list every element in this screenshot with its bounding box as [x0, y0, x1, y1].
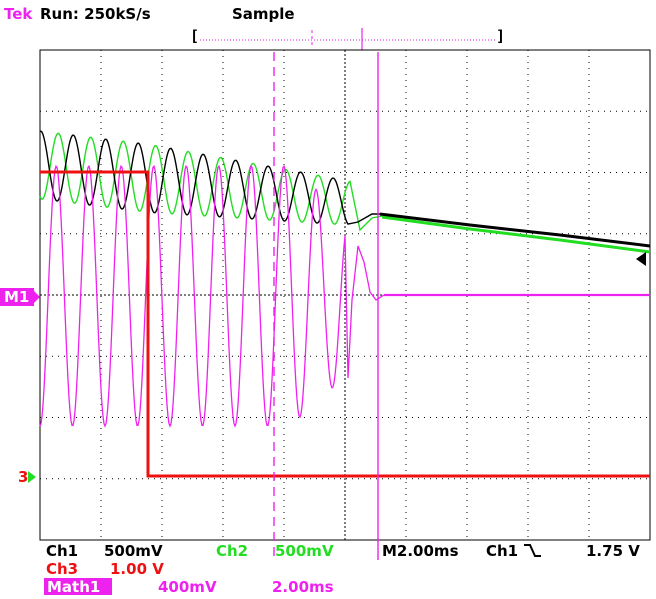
- record-bar-close: ]: [496, 27, 505, 45]
- graticule: [39, 49, 651, 541]
- falling-edge-icon: [524, 544, 541, 557]
- ch3-ground-marker[interactable]: 3: [18, 468, 36, 486]
- math1-scale: 400mV: [158, 578, 217, 596]
- ch2-scale: 500mV: [275, 542, 334, 560]
- math1-marker-label: M1: [4, 288, 29, 306]
- ch1-trace: [39, 130, 651, 248]
- math1-ground-marker[interactable]: M1: [0, 288, 40, 306]
- ch1-scale: 500mV: [104, 542, 163, 560]
- ch3-scale: 1.00 V: [110, 560, 164, 578]
- record-bar-open: [: [190, 27, 199, 45]
- record-position-bar[interactable]: [ ]: [190, 27, 505, 50]
- timebase-readout[interactable]: M2.00ms: [382, 542, 459, 560]
- ch1-label[interactable]: Ch1: [46, 542, 78, 560]
- trigger-level-marker[interactable]: [636, 252, 646, 266]
- math1-trace: [39, 164, 650, 428]
- ch3-marker-label: 3: [18, 468, 28, 486]
- brand-label: Tek: [4, 5, 33, 23]
- trigger-source[interactable]: Ch1: [486, 542, 518, 560]
- run-status: Run: 250kS/s: [40, 5, 151, 23]
- math1-label-background: [44, 578, 112, 595]
- trigger-level[interactable]: 1.75 V: [586, 542, 640, 560]
- acquisition-mode: Sample: [232, 5, 295, 23]
- math1-time: 2.00ms: [272, 578, 334, 596]
- math1-label[interactable]: Math1: [47, 578, 100, 596]
- ch3-trace: [40, 170, 650, 478]
- ch2-trace: [39, 132, 651, 254]
- ch2-label[interactable]: Ch2: [216, 542, 248, 560]
- ch3-label[interactable]: Ch3: [46, 560, 78, 578]
